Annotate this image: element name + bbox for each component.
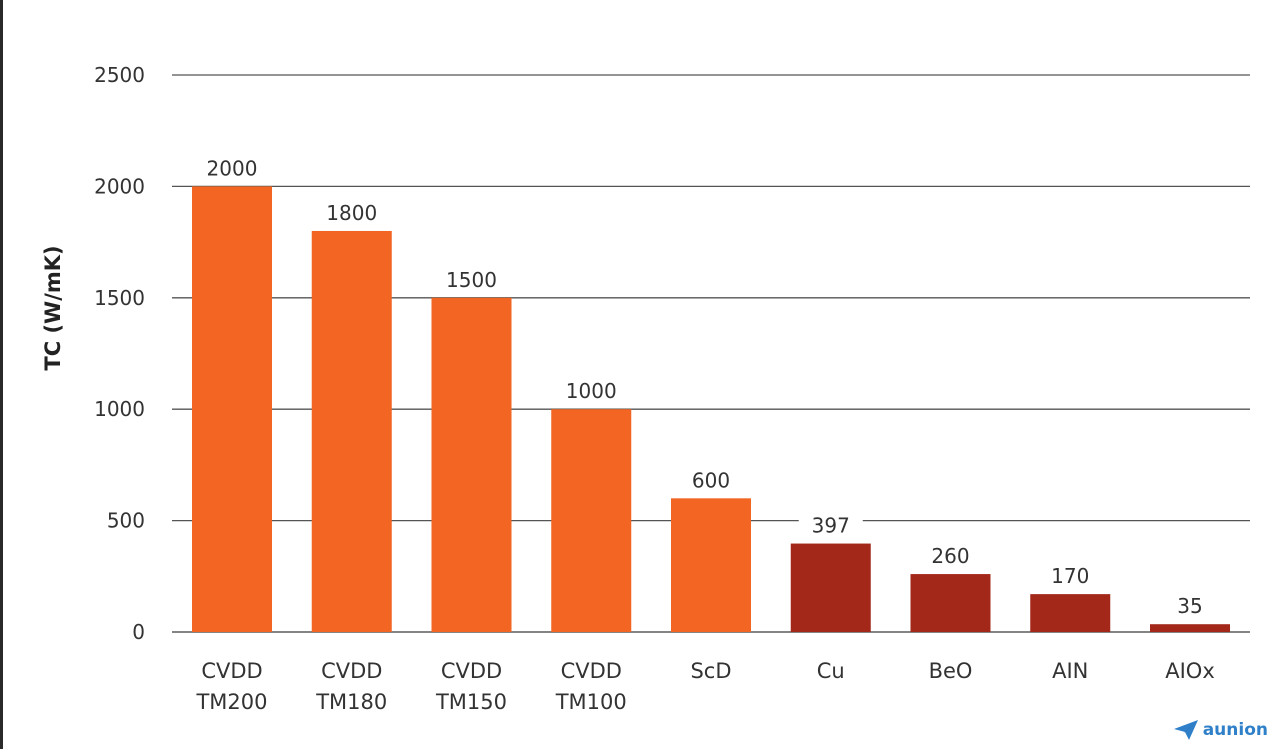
watermark-brand: aunion (1202, 719, 1268, 740)
bars (192, 186, 1230, 632)
y-tick-label: 500 (107, 509, 145, 533)
data-label: 170 (1051, 564, 1089, 588)
x-category-label: TM200 (195, 690, 267, 714)
data-label-background (319, 199, 384, 226)
data-label: 1000 (566, 379, 617, 403)
y-axis-ticks: 0 500 1000 1500 2000 2500 (94, 63, 145, 644)
y-tick-label: 2500 (94, 63, 145, 87)
x-category-label: CVDD (441, 659, 502, 683)
bar (431, 297, 512, 632)
y-tick-label: 0 (132, 620, 145, 644)
x-category-label: TM150 (435, 690, 507, 714)
data-label-background (200, 155, 264, 182)
paper-plane-icon (1173, 720, 1198, 740)
x-axis-categories: CVDD TM200 CVDD TM180 CVDD TM150 CVDD TM100 ScD C… (195, 659, 1214, 714)
x-category-label: TM180 (315, 690, 387, 714)
data-labels: 2000 1800 1500 1000 600 397 260 170 35 (200, 155, 1222, 620)
data-label: 2000 (207, 156, 258, 180)
x-category-label: CVDD (561, 659, 622, 683)
data-label: 600 (692, 468, 730, 492)
data-label-background (798, 512, 863, 539)
bar (910, 574, 991, 632)
y-tick-label: 1500 (94, 286, 145, 310)
window-left-border (0, 0, 3, 749)
data-label-background (1038, 563, 1103, 590)
x-category-label: AIN (1052, 659, 1088, 683)
y-tick-label: 1000 (94, 397, 145, 421)
bar (1030, 594, 1111, 632)
data-label: 35 (1177, 594, 1202, 618)
x-category-label: CVDD (321, 659, 382, 683)
x-category-label: Cu (817, 659, 845, 683)
x-category-label: TM100 (555, 690, 627, 714)
data-label-background (679, 467, 743, 494)
data-label-background (1158, 593, 1222, 620)
watermark-logo: aunion (1173, 719, 1268, 741)
x-category-label: BeO (929, 659, 973, 683)
x-category-label: AIOx (1165, 659, 1215, 683)
bar (1150, 624, 1230, 632)
data-label: 1800 (326, 201, 377, 225)
data-label: 260 (931, 544, 969, 568)
bar (551, 409, 632, 632)
y-tick-label: 2000 (94, 174, 145, 198)
data-label: 1500 (446, 268, 497, 292)
data-label-background (559, 378, 624, 405)
bar (671, 498, 751, 632)
bar (790, 543, 871, 632)
y-axis-label: TC (W/mK) (41, 245, 65, 370)
x-category-label: ScD (690, 659, 731, 683)
data-label: 397 (812, 514, 850, 538)
bar (311, 230, 392, 632)
bar (192, 186, 272, 632)
data-label-background (918, 543, 983, 570)
x-category-label: CVDD (201, 659, 262, 683)
data-label-background (439, 266, 504, 293)
